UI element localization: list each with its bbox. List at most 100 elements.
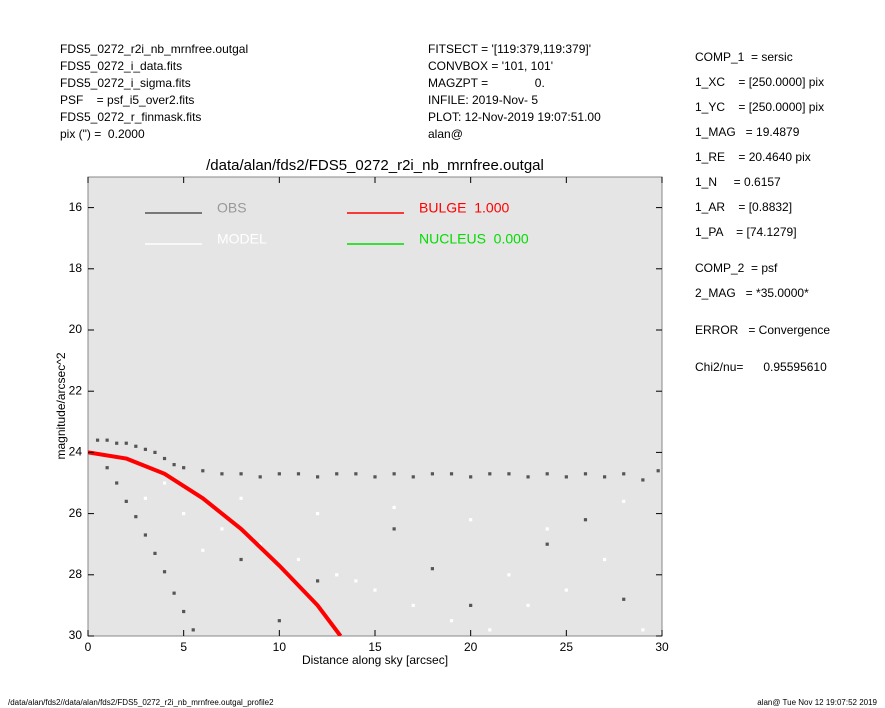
data-point [392,527,396,531]
x-tick-label: 20 [464,640,478,654]
data-point [105,438,109,442]
chart-title: /data/alan/fds2/FDS5_0272_r2i_nb_mrnfree… [206,157,544,174]
data-point [239,557,243,562]
data-point [564,588,568,592]
data-point [115,441,119,445]
data-point [162,456,167,461]
data-point [220,472,224,476]
data-point [507,573,511,577]
header-left-line: PSF = psf_i5_over2.fits [60,93,195,107]
header-right-line: Chi2/nu= 0.95595610 [695,360,827,374]
data-point [220,527,224,531]
header-right-line: ERROR = Convergence [695,323,831,337]
header-right-line: 2_MAG = *35.0000* [695,286,809,300]
y-tick-label: 30 [69,628,83,642]
data-point [488,628,492,632]
data-point [660,631,662,635]
header-middle-line: INFILE: 2019-Nov- 5 [428,93,539,107]
data-point [258,542,262,546]
header-middle-line: CONVBOX = '101, 101' [428,59,553,73]
plot-area [87,176,663,637]
header-left-line: FDS5_0272_r_finmask.fits [60,110,202,124]
header-right-line: 1_N = 0.6157 [695,175,781,189]
header-right-line: 1_PA = [74.1279] [695,225,797,239]
data-point [545,542,549,546]
data-point [296,472,301,476]
data-point [373,588,377,592]
header-left-line: FDS5_0272_i_sigma.fits [60,76,191,90]
y-tick-label: 26 [69,506,83,520]
data-point [564,475,568,479]
data-point [162,481,167,485]
data-point [641,628,645,632]
data-point [526,603,530,607]
header-right-line: COMP_2 = psf [695,261,778,275]
data-point [430,472,434,476]
data-point [153,551,157,555]
data-point [392,472,396,476]
x-tick-label: 0 [85,640,92,654]
data-point [277,619,281,623]
data-point [449,619,454,623]
data-point [656,469,660,473]
data-point [124,441,128,445]
data-point [545,527,549,531]
header-middle-line: PLOT: 12-Nov-2019 19:07:51.00 [428,110,601,124]
header-left-line: FDS5_0272_i_data.fits [60,59,183,73]
data-point [258,475,262,479]
header-middle-line: alan@ [428,127,463,141]
footer-left: /data/alan/fds2//data/alan/fds2/FDS5_027… [8,698,274,707]
data-point [430,567,434,571]
data-point [469,475,473,479]
data-point [469,603,473,607]
y-tick-label: 20 [69,322,83,336]
y-axis-label: magnitude/arcsec^2 [54,352,68,459]
data-point [373,475,377,479]
data-point [449,472,454,476]
data-point [277,472,281,476]
data-point [296,557,301,562]
header-right-line: COMP_1 = sersic [695,50,793,64]
data-point [95,438,100,442]
data-point [143,496,147,500]
data-point [545,472,549,476]
header-right-line: 1_XC = [250.0000] pix [695,75,825,89]
data-point [392,505,396,510]
y-tick-label: 24 [69,445,83,459]
data-point [316,512,320,516]
data-point [105,466,109,470]
data-point [134,444,138,448]
data-point [583,518,588,522]
legend-label: MODEL [217,231,267,247]
x-axis-label: Distance along sky [arcsec] [302,653,448,667]
data-point [115,481,119,485]
data-point [469,518,473,522]
data-point [354,579,358,583]
x-tick-label: 30 [655,640,669,654]
x-tick-label: 25 [560,640,574,654]
data-point [172,463,176,467]
x-tick-label: 15 [368,640,382,654]
data-point [316,475,320,479]
header-right-line: 1_RE = 20.4640 pix [695,150,811,164]
data-point [411,475,415,479]
header-left-line: pix (") = 0.2000 [60,127,145,141]
data-point [143,533,147,537]
data-point [583,472,588,476]
data-point [354,472,358,476]
data-point [239,496,243,500]
data-point [134,515,138,519]
data-point [335,573,339,577]
data-point [182,512,186,516]
data-point [488,472,492,476]
legend-label: OBS [217,200,247,216]
y-tick-label: 16 [69,200,83,214]
data-point [316,579,320,583]
header-right-line: 1_MAG = 19.4879 [695,125,800,139]
data-point [622,499,626,503]
footer-right: alan@ Tue Nov 12 19:07:52 2019 [757,698,877,707]
data-point [622,472,626,476]
header-middle-line: FITSECT = '[119:379,119:379]' [428,42,592,56]
